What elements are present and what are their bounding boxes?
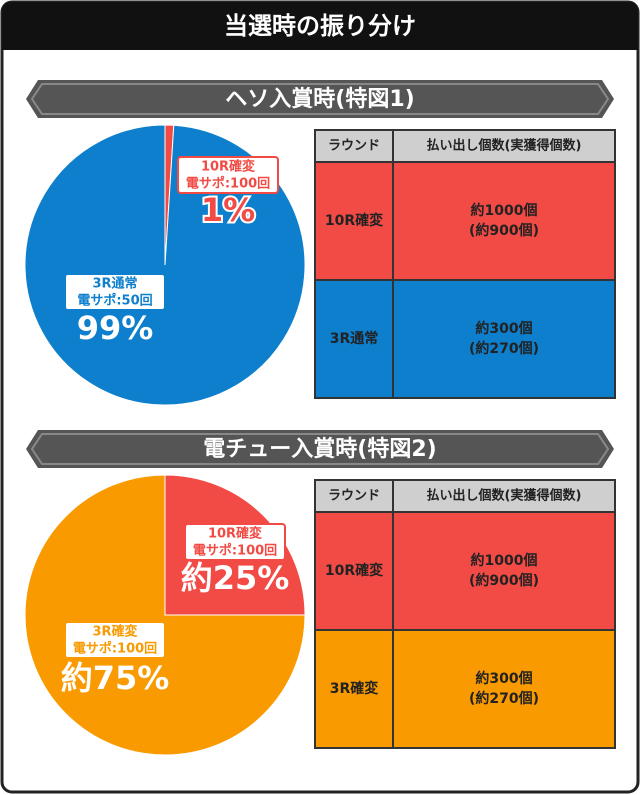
section-title: ヘソ入賞時(特図1) <box>225 86 414 112</box>
slice-label: 電サポ:100回 <box>193 543 277 559</box>
slice-label: 3R通常 <box>92 276 137 292</box>
slice-percent: 1% <box>201 191 255 229</box>
header-bar <box>2 2 638 50</box>
table-header-bg <box>314 479 616 513</box>
section-banner <box>26 430 614 468</box>
table-header: 払い出し個数(実獲得個数) <box>427 138 582 154</box>
table-cell: 10R確変 <box>325 562 383 579</box>
table-row-bg <box>314 629 616 749</box>
table-cell: (約270個) <box>469 340 539 357</box>
table-cell: 約1000個 <box>471 202 538 219</box>
table-cell: 10R確変 <box>325 212 383 229</box>
slice-percent: 約25% <box>181 559 290 597</box>
slice-label: 電サポ:50回 <box>77 293 152 309</box>
table-cell: (約900個) <box>469 222 539 239</box>
table-row-bg <box>314 161 616 281</box>
table-header: ラウンド <box>328 139 380 154</box>
section-title: 電チュー入賞時(特図2) <box>203 436 436 462</box>
table-header: ラウンド <box>328 489 380 504</box>
table-cell: 約1000個 <box>471 552 538 569</box>
table-cell: 約300個 <box>475 320 532 337</box>
table-cell: 3R確変 <box>330 680 379 697</box>
table-cell: (約900個) <box>469 572 539 589</box>
slice-label-box <box>64 273 166 311</box>
banner-edge <box>30 83 610 115</box>
pie-slice <box>24 474 306 756</box>
table-row-bg <box>314 279 616 399</box>
slice-percent: 約75% <box>61 659 170 697</box>
slice-percent: 99% <box>77 309 154 347</box>
slice-label: 3R確変 <box>92 624 137 640</box>
table-row-bg <box>314 511 616 631</box>
slice-label-box <box>177 156 279 194</box>
slice-label: 電サポ:100回 <box>73 641 157 657</box>
banner-edge <box>30 433 610 465</box>
slice-label-box <box>64 621 166 659</box>
table-cell: 約300個 <box>475 670 532 687</box>
slice-label-box <box>184 523 286 561</box>
section-banner <box>26 80 614 118</box>
table-header: 払い出し個数(実獲得個数) <box>427 488 582 504</box>
slice-label: 10R確変 <box>201 159 255 175</box>
pie-slice <box>24 124 306 406</box>
slice-label: 10R確変 <box>208 526 262 542</box>
page-title: 当選時の振り分け <box>224 12 416 40</box>
table-cell: (約270個) <box>469 690 539 707</box>
table-header-bg <box>314 129 616 163</box>
slice-label: 電サポ:100回 <box>186 176 270 192</box>
table-cell: 3R通常 <box>330 330 379 347</box>
